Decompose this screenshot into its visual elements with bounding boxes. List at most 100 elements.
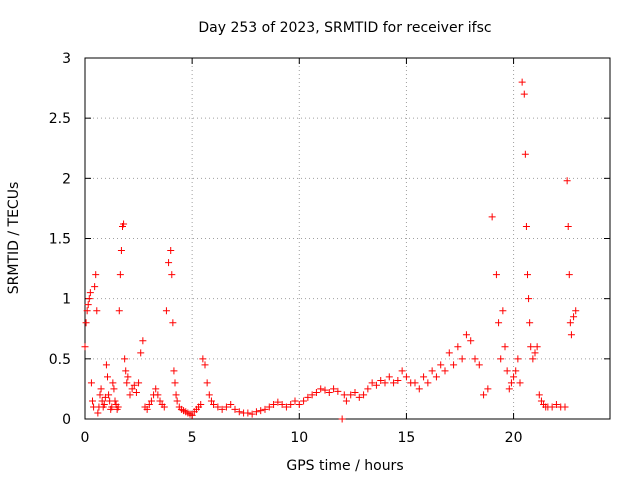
data-point (117, 247, 125, 255)
data-point (108, 403, 116, 411)
data-point (527, 343, 535, 351)
data-point (424, 379, 432, 387)
data-point (497, 355, 505, 363)
data-point (244, 409, 252, 417)
data-point (377, 376, 385, 384)
data-point (122, 367, 130, 375)
data-point (109, 379, 117, 387)
data-point (355, 393, 363, 401)
data-point (126, 391, 134, 399)
data-point (503, 367, 511, 375)
data-point (173, 397, 181, 405)
data-point (105, 391, 113, 399)
data-point (471, 355, 479, 363)
data-point (462, 331, 470, 339)
data-point (130, 381, 138, 389)
data-point (548, 403, 556, 411)
data-point (145, 401, 153, 409)
data-point (85, 295, 93, 303)
data-point (364, 385, 372, 393)
data-point (98, 397, 106, 405)
data-point (248, 410, 256, 418)
data-point (381, 379, 389, 387)
data-point (505, 385, 513, 393)
x-tick-label: 20 (505, 430, 523, 446)
data-point (169, 319, 177, 327)
data-point (132, 389, 140, 397)
data-point (428, 367, 436, 375)
data-point (312, 389, 320, 397)
y-tick-label: 2.5 (49, 111, 71, 127)
data-point (91, 283, 99, 291)
data-point (100, 401, 108, 409)
data-point (394, 376, 402, 384)
data-point (563, 177, 571, 185)
data-point (205, 391, 213, 399)
data-point (338, 415, 346, 423)
data-point (510, 373, 518, 381)
data-point (484, 385, 492, 393)
data-point (521, 150, 529, 158)
y-tick-label: 0 (62, 412, 71, 428)
data-point (160, 403, 168, 411)
data-point (411, 379, 419, 387)
data-point (368, 379, 376, 387)
y-tick-label: 1 (62, 292, 71, 308)
data-point (102, 361, 110, 369)
data-point (203, 379, 211, 387)
data-point (97, 385, 105, 393)
x-tick-label: 10 (290, 430, 308, 446)
data-point (432, 373, 440, 381)
data-point (325, 389, 333, 397)
data-point (86, 289, 94, 297)
data-point (342, 397, 350, 405)
data-point (201, 361, 209, 369)
data-point (372, 381, 380, 389)
data-point (252, 408, 260, 416)
data-point (199, 355, 207, 363)
data-point (197, 401, 205, 409)
data-point (165, 259, 173, 267)
data-point (235, 408, 243, 416)
data-point (168, 271, 176, 279)
data-point (121, 355, 129, 363)
y-tick-label: 3 (62, 51, 71, 67)
data-point (531, 349, 539, 357)
y-tick-label: 1.5 (49, 232, 71, 248)
data-point (340, 391, 348, 399)
data-point (495, 319, 503, 327)
data-point (147, 397, 155, 405)
data-point (124, 373, 132, 381)
data-point (480, 391, 488, 399)
data-point (287, 401, 295, 409)
data-points (81, 78, 580, 423)
x-tick-label: 15 (398, 430, 416, 446)
data-point (156, 397, 164, 405)
data-point (488, 213, 496, 221)
y-axis-label: SRMTID / TECUs (6, 182, 22, 295)
data-point (87, 379, 95, 387)
data-point (128, 385, 136, 393)
data-point (137, 349, 145, 357)
data-point (162, 307, 170, 315)
data-point (501, 343, 509, 351)
data-point (231, 405, 239, 413)
data-point (398, 367, 406, 375)
data-point (139, 337, 147, 345)
data-point (499, 307, 507, 315)
data-point (507, 379, 515, 387)
data-point (533, 343, 541, 351)
data-point (518, 78, 526, 86)
data-point (116, 271, 124, 279)
data-point (402, 373, 410, 381)
data-point (274, 398, 282, 406)
data-point (321, 386, 329, 394)
data-point (81, 343, 89, 351)
x-tick-label: 5 (188, 430, 197, 446)
data-point (437, 361, 445, 369)
data-point (207, 397, 215, 405)
data-point (291, 397, 299, 405)
data-point (516, 379, 524, 387)
